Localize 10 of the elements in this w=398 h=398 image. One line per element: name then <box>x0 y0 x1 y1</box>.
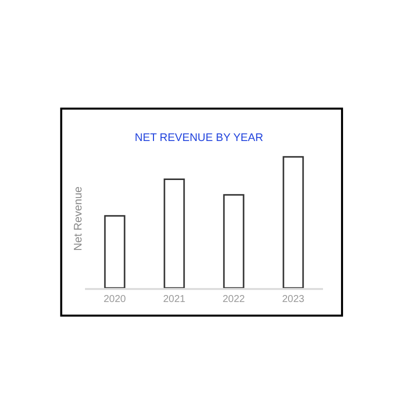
bar <box>164 178 185 288</box>
x-tick-label: 2021 <box>163 294 186 305</box>
bar <box>104 215 126 288</box>
y-axis-title: Net Revenue <box>72 186 85 251</box>
x-tick-label: 2023 <box>282 294 305 305</box>
x-tick-label: 2022 <box>222 294 246 305</box>
bar <box>282 156 304 288</box>
bar <box>223 194 244 288</box>
x-tick-label: 2020 <box>104 294 126 305</box>
chart-title: NET REVENUE BY YEAR <box>134 132 264 144</box>
